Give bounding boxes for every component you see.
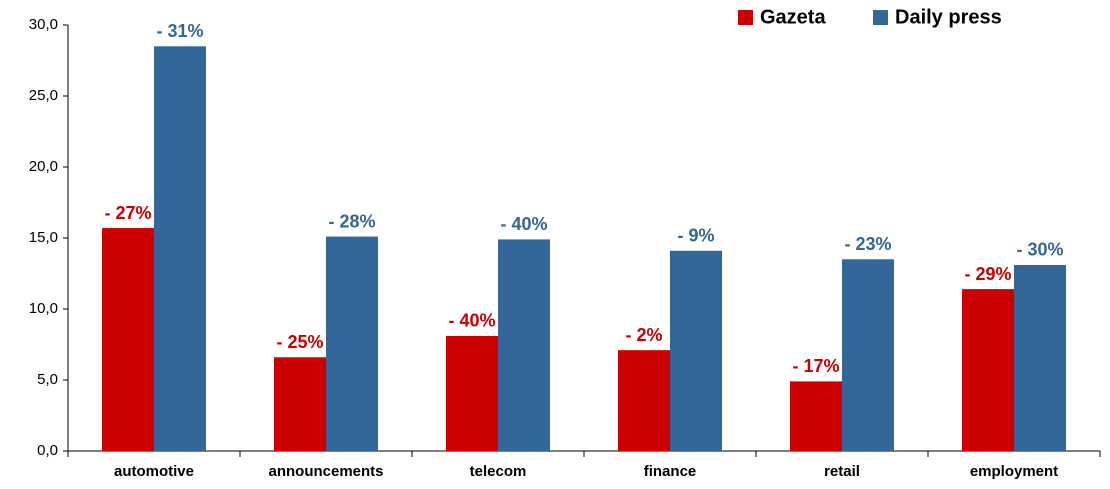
bar-annotation: - 29% — [964, 264, 1011, 284]
y-tick-label: 20,0 — [29, 158, 58, 175]
bar — [618, 350, 670, 451]
bar-annotation: - 2% — [625, 325, 662, 345]
x-tick-label: announcements — [268, 463, 383, 480]
bar — [274, 357, 326, 451]
x-tick-label: employment — [970, 463, 1058, 480]
bar — [498, 239, 550, 451]
x-tick-label: retail — [824, 463, 860, 480]
bar — [962, 289, 1014, 451]
y-tick-label: 5,0 — [37, 371, 58, 388]
bar-annotation: - 25% — [276, 332, 323, 352]
bar — [102, 228, 154, 451]
y-tick-label: 15,0 — [29, 229, 58, 246]
y-tick-label: 0,0 — [37, 442, 58, 459]
bar-annotation: - 9% — [677, 226, 714, 246]
bar — [670, 250, 722, 451]
y-tick-label: 10,0 — [29, 300, 58, 317]
bar-annotation: - 31% — [156, 21, 203, 41]
y-tick-label: 30,0 — [29, 16, 58, 33]
bar-annotation: - 23% — [844, 234, 891, 254]
bar-annotation: - 27% — [104, 203, 151, 223]
x-tick-label: finance — [644, 463, 697, 480]
bar-annotation: - 40% — [448, 311, 495, 331]
bar — [1014, 264, 1066, 451]
bar — [446, 335, 498, 451]
bar-annotation: - 28% — [328, 211, 375, 231]
bar — [842, 259, 894, 451]
bar — [326, 236, 378, 451]
bar-annotation: - 30% — [1016, 240, 1063, 260]
y-tick-label: 25,0 — [29, 87, 58, 104]
legend-label: Daily press — [895, 6, 1002, 28]
legend-swatch — [738, 10, 753, 25]
bar-annotation: - 17% — [792, 356, 839, 376]
bar — [790, 381, 842, 451]
legend-label: Gazeta — [760, 6, 826, 28]
legend-swatch — [873, 10, 888, 25]
x-tick-label: automotive — [114, 463, 194, 480]
x-tick-label: telecom — [470, 463, 527, 480]
bar — [154, 46, 206, 452]
bar-annotation: - 40% — [500, 214, 547, 234]
